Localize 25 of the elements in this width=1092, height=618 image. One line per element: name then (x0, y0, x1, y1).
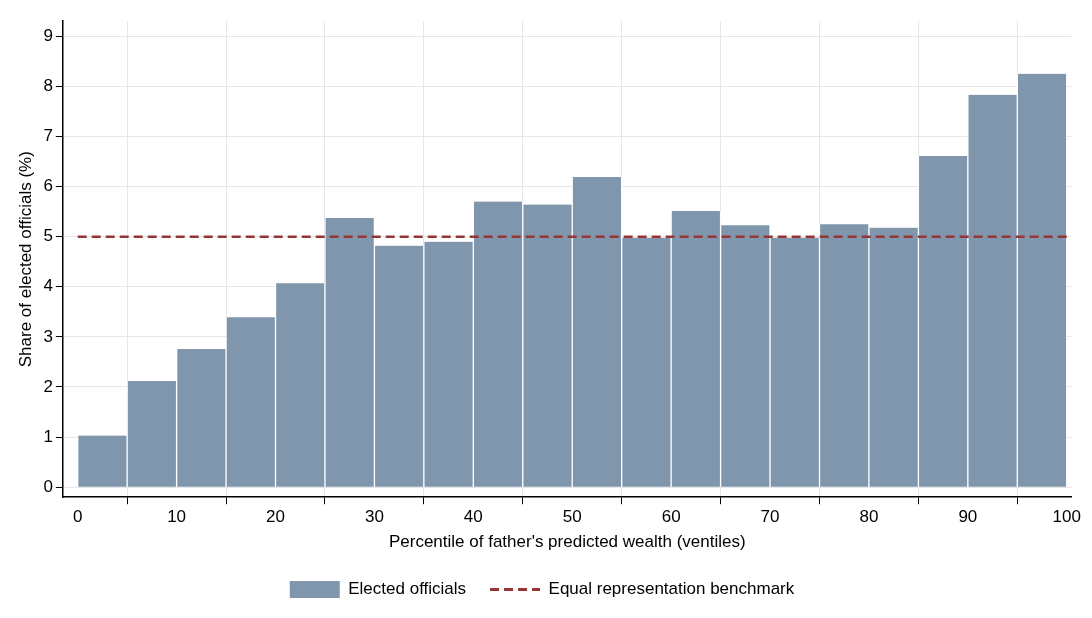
y-axis-title: Share of elected officials (%) (15, 151, 35, 368)
x-tick-label: 50 (562, 507, 582, 527)
x-tick-label: 80 (859, 507, 879, 527)
legend-label: Equal representation benchmark (548, 579, 795, 599)
x-tick-label: 30 (364, 507, 384, 527)
y-tick-label: 8 (43, 76, 53, 96)
y-tick-label: 7 (43, 126, 53, 146)
y-tick-label: 1 (43, 426, 53, 446)
x-tick-label: 60 (661, 507, 681, 527)
x-tick-label: 100 (1052, 507, 1081, 527)
x-tick-label: 90 (958, 507, 978, 527)
y-tick-label: 3 (43, 326, 53, 346)
x-tick-label: 10 (167, 507, 187, 527)
x-tick-label: 0 (72, 507, 83, 527)
legend-label: Elected officials (348, 579, 467, 599)
y-tick-label: 5 (43, 226, 53, 246)
x-tick-label: 70 (760, 507, 780, 527)
x-tick-label: 40 (463, 507, 483, 527)
y-tick-label: 9 (43, 25, 53, 45)
y-tick-label: 2 (43, 376, 53, 396)
x-tick-label: 20 (266, 507, 285, 527)
y-tick-label: 6 (43, 176, 53, 196)
y-tick-label: 4 (43, 276, 53, 296)
y-tick-label: 0 (43, 476, 53, 496)
x-axis-title: Percentile of father's predicted wealth (ventiles) (388, 532, 746, 552)
